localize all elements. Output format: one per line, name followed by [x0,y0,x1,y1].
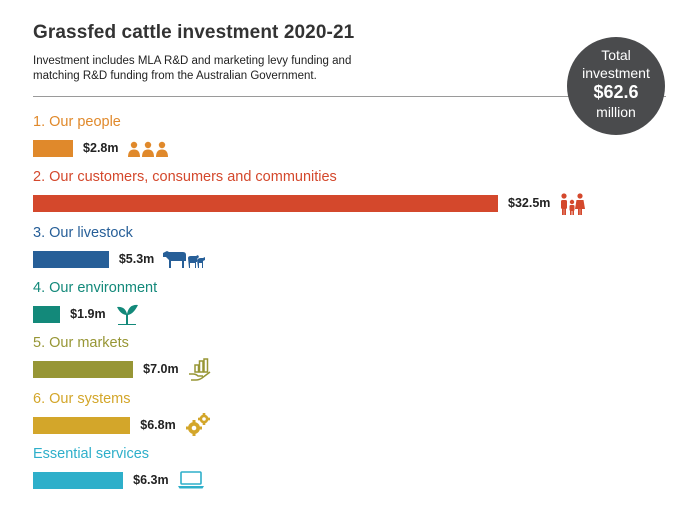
markets-icon [188,357,212,387]
category-label: 3. Our livestock [33,224,133,241]
gears-icon [185,413,211,442]
bar [33,195,498,213]
category-label: Essential services [33,445,150,462]
value-label: $2.8m [83,141,119,155]
total-unit: million [596,104,636,120]
category-label: 2. Our customers, consumers and communit… [33,169,337,186]
laptop-icon [177,471,204,494]
sprout-icon [115,303,139,330]
chart-subtitle: Investment includes MLA R&D and marketin… [33,55,352,82]
bar [33,305,61,323]
category-label: 4. Our environment [33,279,158,296]
bar [33,471,124,489]
bar [33,140,74,157]
total-investment-badge: Total investment $62.6 million [567,37,665,135]
value-label: $1.9m [70,306,106,321]
livestock-icon [163,249,206,274]
bar [33,250,109,268]
investment-label: investment [582,65,650,81]
value-label: $6.3m [133,472,169,487]
value-label: $6.8m [140,417,176,432]
bar [33,416,131,434]
total-label: Total [601,47,631,63]
category-label: 5. Our markets [33,335,129,352]
category-label: 1. Our people [33,114,121,130]
total-amount: $62.6 [593,82,639,102]
value-label: $32.5m [508,196,551,211]
bar [33,361,134,379]
family-icon [559,192,586,221]
header-divider [33,96,666,97]
category-label: 6. Our systems [33,390,131,407]
chart-title: Grassfed cattle investment 2020-21 [33,22,355,43]
value-label: $7.0m [143,362,179,377]
people-icon [127,141,168,162]
value-label: $5.3m [118,251,155,266]
